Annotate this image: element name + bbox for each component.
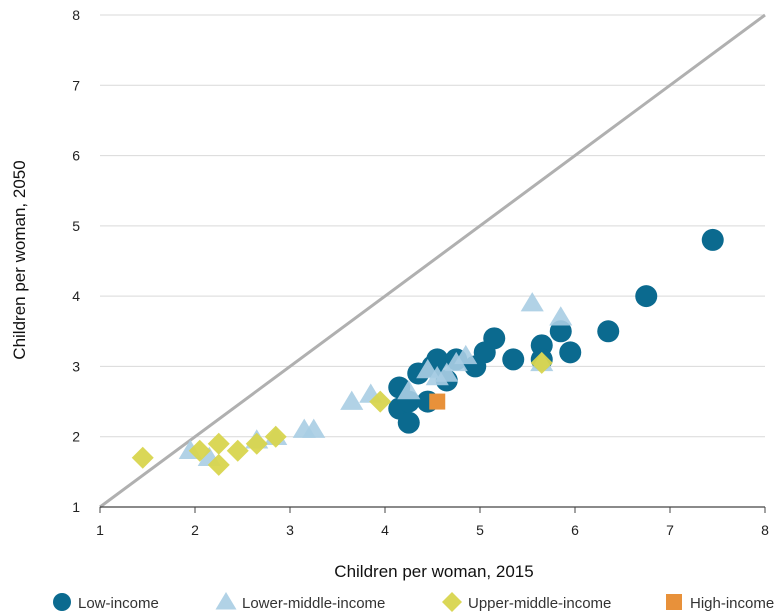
data-point [264, 425, 287, 448]
data-point [397, 380, 421, 400]
data-point [502, 348, 525, 371]
y-axis-title: Children per woman, 2050 [10, 160, 29, 359]
x-tick-label: 8 [761, 522, 769, 538]
data-point [131, 446, 154, 469]
legend-marker [53, 593, 71, 611]
series-high-income [429, 393, 446, 410]
x-tick-label: 7 [666, 522, 674, 538]
series-lower-middle-income [178, 292, 573, 467]
x-tick-label: 3 [286, 522, 294, 538]
legend-marker [442, 592, 462, 612]
data-point [597, 320, 620, 343]
data-point [429, 393, 446, 410]
x-axis-title: Children per woman, 2015 [334, 562, 533, 581]
axes: 1 2 3 4 5 6 7 8 1 2 3 4 5 6 7 8 [72, 7, 769, 538]
data-point [549, 306, 573, 326]
legend-label: Low-income [78, 595, 159, 612]
data-point [530, 351, 553, 374]
data-point [340, 390, 364, 410]
data-point [454, 344, 478, 365]
reference-line-layer [99, 13, 766, 509]
x-tick-label: 1 [96, 522, 104, 538]
data-point [226, 439, 249, 462]
y-tick-label: 6 [72, 148, 80, 164]
data-point [397, 411, 420, 434]
y-tick-label: 2 [72, 429, 80, 445]
x-tick-label: 2 [191, 522, 199, 538]
data-points [131, 228, 724, 476]
legend-marker [215, 592, 237, 610]
legend: Low-income Lower-middle-income Upper-middl… [53, 592, 774, 612]
y-tick-label: 3 [72, 358, 80, 374]
data-point [435, 362, 459, 382]
data-point [302, 418, 326, 438]
y-tick-label: 7 [72, 77, 80, 93]
data-point [207, 432, 230, 455]
legend-label: Upper-middle-income [468, 595, 611, 612]
data-point [188, 439, 211, 462]
data-point [520, 292, 544, 312]
y-tick-label: 8 [72, 7, 80, 23]
legend-marker [666, 594, 682, 610]
y-tick-label: 5 [72, 218, 80, 234]
data-point [483, 327, 506, 350]
grid-lines [100, 14, 765, 438]
x-tick-label: 4 [381, 522, 389, 538]
y-tick-label: 4 [72, 288, 80, 304]
data-point [559, 341, 582, 364]
data-point [549, 320, 572, 343]
data-point [207, 453, 230, 476]
data-point [635, 285, 658, 308]
legend-label: Lower-middle-income [242, 595, 385, 612]
x-tick-label: 6 [571, 522, 579, 538]
y-tick-label: 1 [72, 499, 80, 515]
data-point [369, 390, 392, 413]
data-point [426, 348, 449, 371]
data-point [701, 228, 724, 251]
series-upper-middle-income [131, 351, 553, 476]
x-tick-label: 5 [476, 522, 484, 538]
legend-label: High-income [690, 595, 774, 612]
data-point [245, 432, 268, 455]
reference-line [99, 13, 766, 509]
